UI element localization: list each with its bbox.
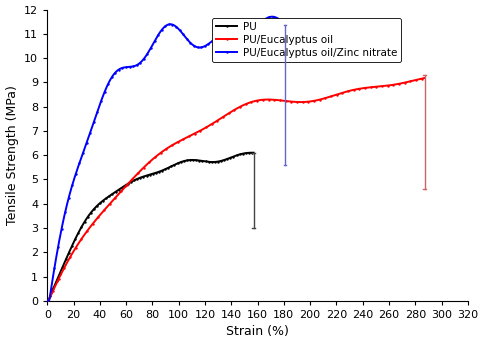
X-axis label: Strain (%): Strain (%): [226, 325, 289, 338]
PU/Eucalyptus oil/Zinc nitrate: [122, 65, 128, 69]
PU/Eucalyptus oil: [194, 130, 199, 135]
PU: [174, 162, 180, 166]
Line: PU/Eucalyptus oil/Zinc nitrate: PU/Eucalyptus oil/Zinc nitrate: [46, 15, 286, 302]
PU/Eucalyptus oil/Zinc nitrate: [138, 60, 144, 64]
Legend: PU, PU/Eucalyptus oil, PU/Eucalyptus oil/Zinc nitrate: PU, PU/Eucalyptus oil, PU/Eucalyptus oil…: [212, 18, 401, 62]
Line: PU/Eucalyptus oil: PU/Eucalyptus oil: [46, 77, 425, 302]
PU: [45, 299, 50, 303]
PU/Eucalyptus oil/Zinc nitrate: [45, 299, 50, 303]
PU/Eucalyptus oil: [45, 299, 50, 303]
PU/Eucalyptus oil/Zinc nitrate: [282, 22, 288, 26]
PU/Eucalyptus oil: [422, 76, 427, 80]
PU: [193, 158, 199, 162]
PU: [69, 244, 75, 248]
PU/Eucalyptus oil/Zinc nitrate: [216, 34, 222, 39]
PU: [195, 158, 200, 162]
PU: [112, 191, 118, 195]
PU: [250, 151, 256, 155]
PU/Eucalyptus oil/Zinc nitrate: [73, 171, 79, 175]
PU: [126, 181, 132, 185]
PU: [251, 151, 257, 155]
PU/Eucalyptus oil: [167, 144, 173, 149]
PU/Eucalyptus oil: [90, 222, 95, 226]
PU/Eucalyptus oil: [318, 97, 324, 101]
PU/Eucalyptus oil/Zinc nitrate: [269, 14, 275, 19]
PU/Eucalyptus oil: [317, 98, 322, 102]
PU/Eucalyptus oil/Zinc nitrate: [217, 34, 223, 38]
PU/Eucalyptus oil: [282, 99, 287, 103]
Line: PU: PU: [46, 152, 255, 302]
Y-axis label: Tensile Strength (MPa): Tensile Strength (MPa): [5, 85, 18, 225]
PU/Eucalyptus oil/Zinc nitrate: [194, 45, 200, 49]
